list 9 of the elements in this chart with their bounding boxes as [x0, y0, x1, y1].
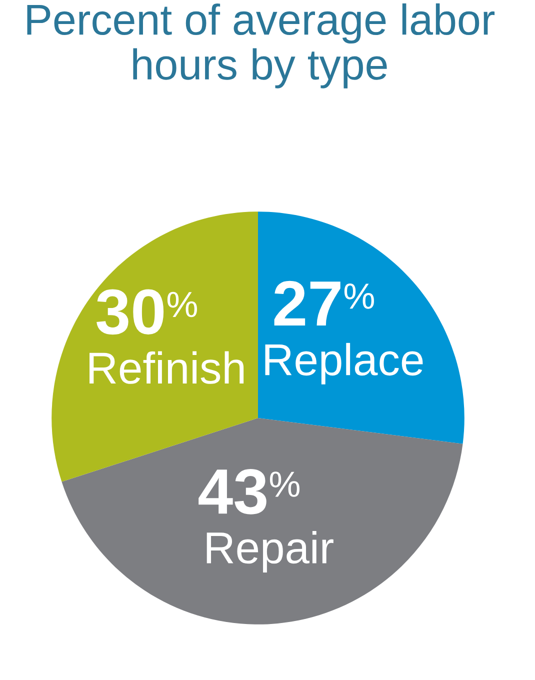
slice-label: Replace	[265, 342, 423, 384]
slice-label: Refinish	[90, 351, 244, 384]
data-label: 30%	[96, 289, 197, 335]
pie-slice	[258, 212, 464, 444]
chart-title: Percent of average labor hours by type	[27, 3, 495, 88]
pie-slice	[62, 418, 463, 624]
slice-label: Repair	[206, 531, 334, 572]
data-label: 27%	[274, 280, 374, 326]
data-label: 43%	[198, 469, 300, 514]
